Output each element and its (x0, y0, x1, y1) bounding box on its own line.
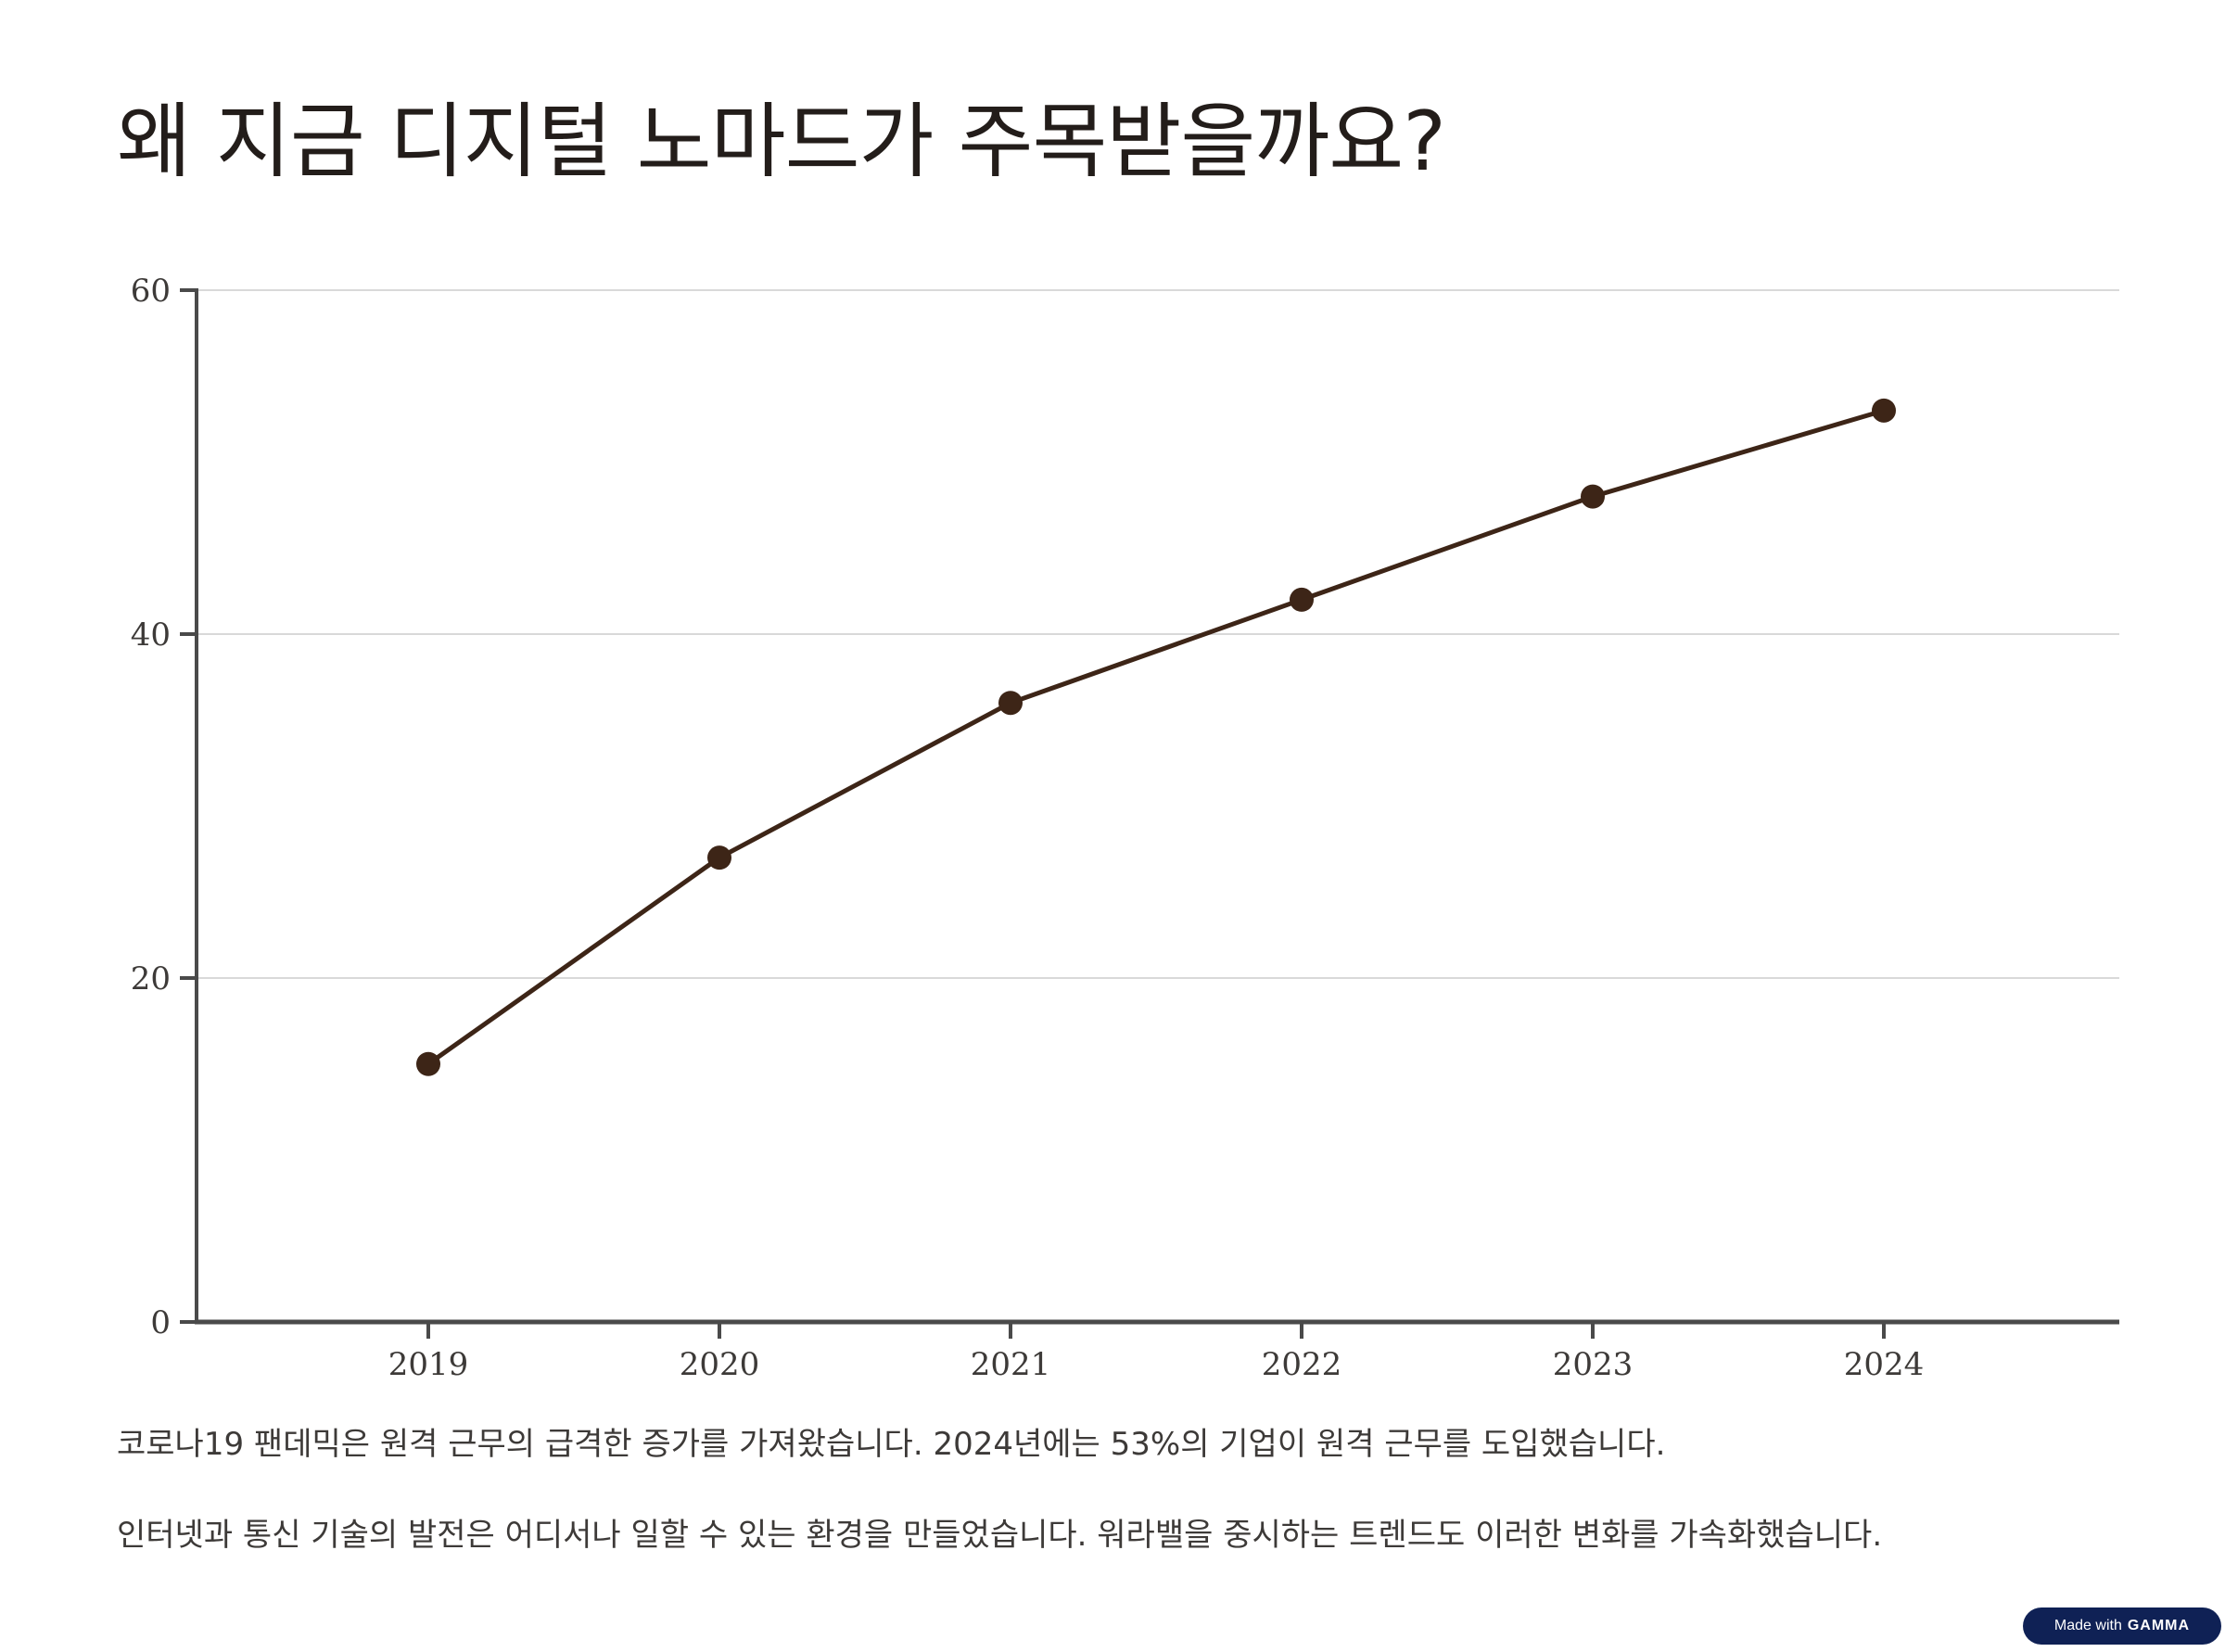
paragraph-pandemic: 코로나19 팬데믹은 원격 근무의 급격한 증가를 가져왔습니다. 2024년에… (117, 1426, 1666, 1463)
data-point (1290, 587, 1314, 612)
page-title: 왜 지금 디지털 노마드가 주목받을까요? (117, 94, 1446, 189)
data-series (416, 398, 1896, 1076)
line-chart: 0 20 40 60 2019 2020 2021 2022 2023 2024 (131, 273, 2119, 1383)
x-tick-label: 2024 (1844, 1346, 1925, 1383)
made-with-gamma-badge[interactable]: Made with GAMMA (2023, 1608, 2221, 1645)
axes (180, 288, 2119, 1339)
data-point (998, 691, 1023, 716)
series-line (426, 408, 1887, 1067)
data-point (707, 845, 731, 870)
x-tick-label: 2019 (388, 1346, 469, 1383)
y-tick-label: 60 (131, 273, 171, 310)
badge-prefix: Made with (2053, 1618, 2122, 1633)
x-tick-label: 2021 (971, 1346, 1051, 1383)
grid-lines (197, 289, 2119, 979)
x-tick-label: 2020 (680, 1346, 760, 1383)
gamma-logo: GAMMA (2127, 1618, 2191, 1633)
x-tick-label: 2022 (1262, 1346, 1342, 1383)
data-point (1872, 398, 1896, 423)
data-point (1581, 484, 1605, 509)
y-tick-label: 0 (150, 1304, 171, 1341)
y-tick-label: 20 (131, 960, 171, 998)
data-point (416, 1051, 440, 1076)
tick-labels: 0 20 40 60 2019 2020 2021 2022 2023 2024 (131, 273, 1925, 1383)
x-tick-label: 2023 (1553, 1346, 1634, 1383)
paragraph-technology: 인터넷과 통신 기술의 발전은 어디서나 일할 수 있는 환경을 만들었습니다.… (117, 1517, 1883, 1554)
y-tick-label: 40 (131, 616, 171, 654)
